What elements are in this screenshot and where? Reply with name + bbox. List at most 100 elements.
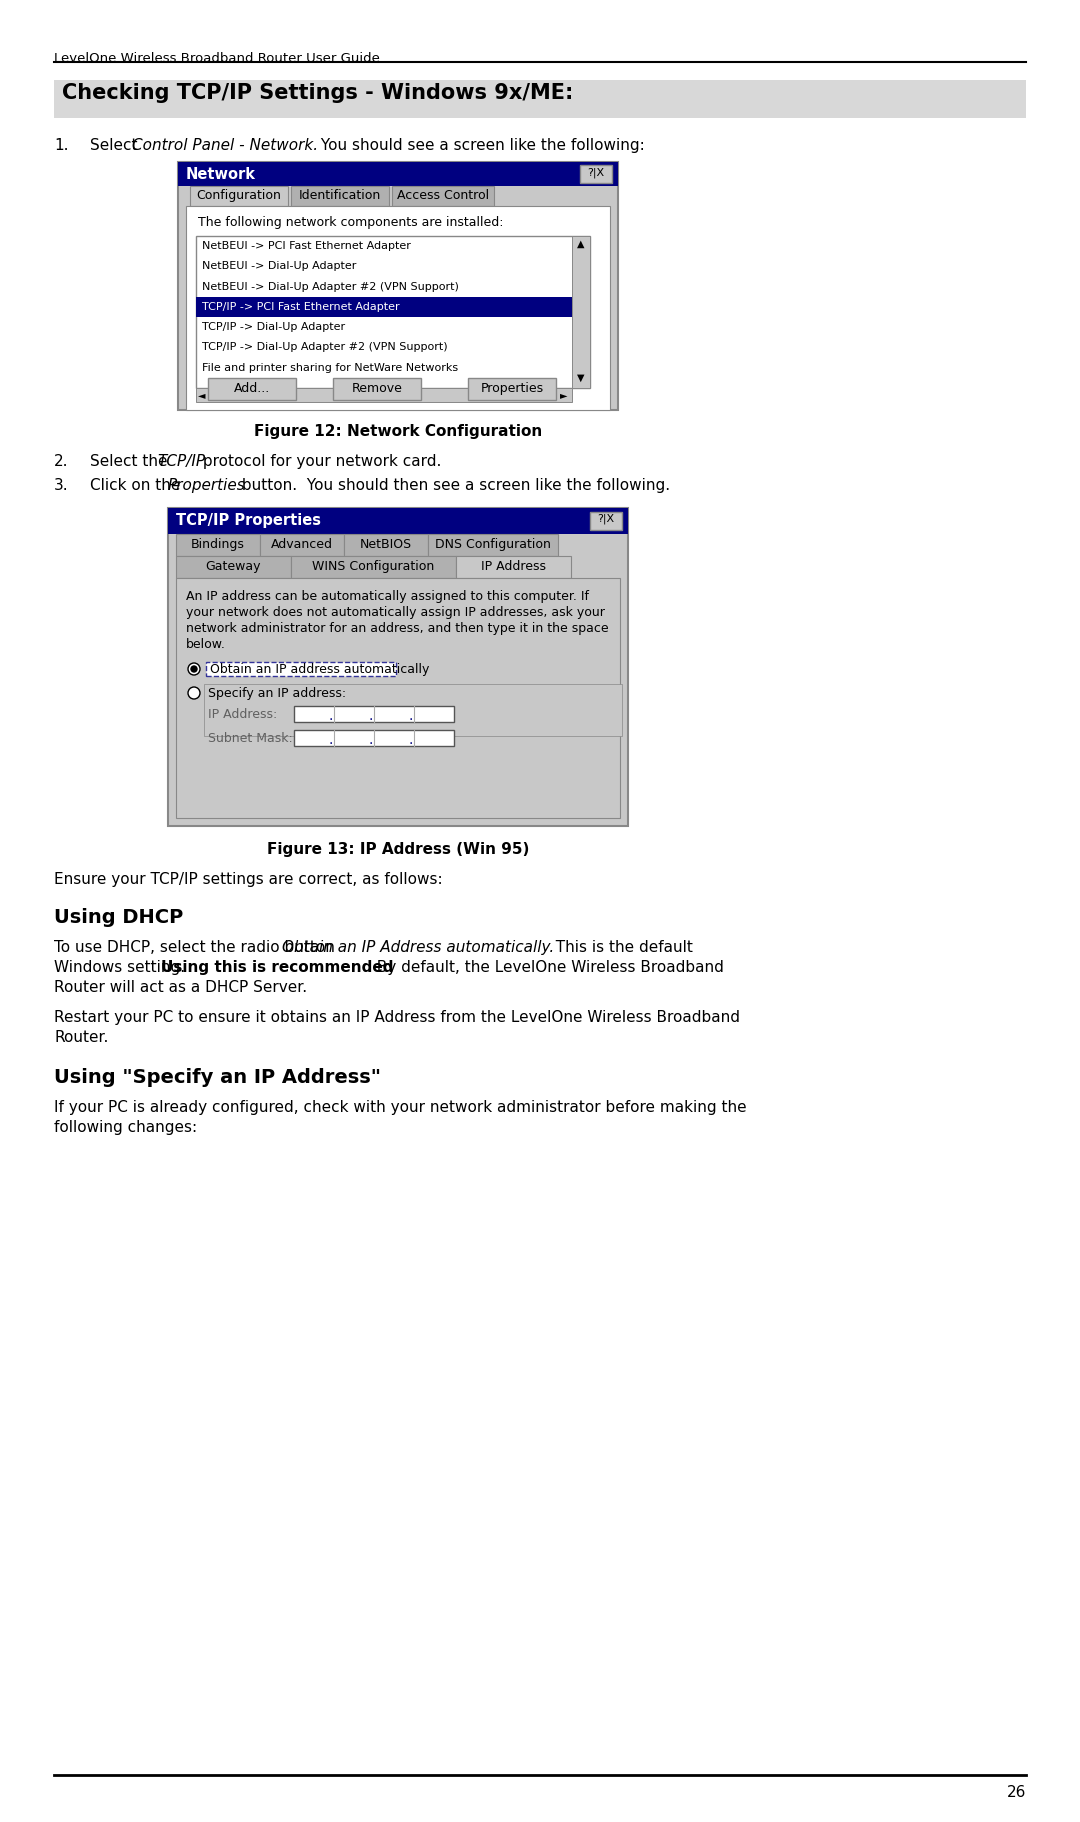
- FancyBboxPatch shape: [580, 166, 612, 182]
- Text: TCP/IP -> Dial-Up Adapter #2 (VPN Support): TCP/IP -> Dial-Up Adapter #2 (VPN Suppor…: [202, 343, 447, 352]
- FancyBboxPatch shape: [176, 578, 620, 818]
- Text: TCP/IP: TCP/IP: [157, 454, 205, 468]
- Text: your network does not automatically assign IP addresses, ask your: your network does not automatically assi…: [186, 607, 605, 619]
- Text: .: .: [409, 709, 414, 723]
- FancyBboxPatch shape: [590, 512, 622, 530]
- FancyBboxPatch shape: [178, 162, 618, 410]
- FancyBboxPatch shape: [204, 683, 622, 736]
- FancyBboxPatch shape: [291, 556, 456, 578]
- Text: ?|X: ?|X: [588, 168, 605, 177]
- Text: NetBEUI -> PCI Fast Ethernet Adapter: NetBEUI -> PCI Fast Ethernet Adapter: [202, 241, 410, 251]
- Text: Click on the: Click on the: [90, 477, 186, 494]
- FancyBboxPatch shape: [190, 186, 288, 206]
- Text: Router will act as a DHCP Server.: Router will act as a DHCP Server.: [54, 980, 307, 995]
- Text: This is the default: This is the default: [546, 940, 693, 955]
- Text: ►: ►: [561, 390, 567, 401]
- FancyBboxPatch shape: [294, 731, 454, 745]
- Text: NetBIOS: NetBIOS: [360, 537, 413, 550]
- Text: protocol for your network card.: protocol for your network card.: [198, 454, 442, 468]
- Text: Ensure your TCP/IP settings are correct, as follows:: Ensure your TCP/IP settings are correct,…: [54, 873, 443, 887]
- Text: Figure 13: IP Address (Win 95): Figure 13: IP Address (Win 95): [267, 842, 529, 856]
- FancyBboxPatch shape: [333, 377, 421, 401]
- Text: DNS Configuration: DNS Configuration: [435, 537, 551, 550]
- Text: 1.: 1.: [54, 138, 68, 153]
- Text: TCP/IP Properties: TCP/IP Properties: [176, 514, 321, 528]
- Text: Checking TCP/IP Settings - Windows 9x/ME:: Checking TCP/IP Settings - Windows 9x/ME…: [62, 84, 573, 104]
- FancyBboxPatch shape: [428, 534, 558, 556]
- FancyBboxPatch shape: [345, 534, 428, 556]
- Circle shape: [188, 687, 200, 700]
- Text: TCP/IP -> PCI Fast Ethernet Adapter: TCP/IP -> PCI Fast Ethernet Adapter: [202, 302, 400, 312]
- Text: Using DHCP: Using DHCP: [54, 907, 184, 927]
- Text: ◄: ◄: [198, 390, 205, 401]
- Text: Windows setting.: Windows setting.: [54, 960, 190, 975]
- Text: Figure 12: Network Configuration: Figure 12: Network Configuration: [254, 425, 542, 439]
- FancyBboxPatch shape: [208, 377, 296, 401]
- Text: Remove: Remove: [352, 383, 403, 395]
- FancyBboxPatch shape: [195, 297, 572, 317]
- Text: Subnet Mask:: Subnet Mask:: [208, 732, 293, 745]
- FancyBboxPatch shape: [392, 186, 494, 206]
- Text: If your PC is already configured, check with your network administrator before m: If your PC is already configured, check …: [54, 1100, 746, 1115]
- FancyBboxPatch shape: [195, 388, 572, 403]
- Text: Using this is recommended: Using this is recommended: [161, 960, 393, 975]
- Text: ▲: ▲: [577, 239, 584, 250]
- Text: 26: 26: [1007, 1786, 1026, 1800]
- FancyBboxPatch shape: [195, 237, 590, 388]
- Text: WINS Configuration: WINS Configuration: [312, 559, 434, 572]
- FancyBboxPatch shape: [176, 534, 260, 556]
- Text: Properties: Properties: [481, 383, 543, 395]
- Text: Select the: Select the: [90, 454, 173, 468]
- Text: button.  You should then see a screen like the following.: button. You should then see a screen lik…: [237, 477, 670, 494]
- Text: following changes:: following changes:: [54, 1121, 198, 1135]
- Text: NetBEUI -> Dial-Up Adapter #2 (VPN Support): NetBEUI -> Dial-Up Adapter #2 (VPN Suppo…: [202, 282, 459, 292]
- Circle shape: [191, 667, 197, 672]
- Text: .: .: [369, 709, 374, 723]
- Text: Add...: Add...: [234, 383, 270, 395]
- Text: .: .: [329, 709, 334, 723]
- Text: File and printer sharing for NetWare Networks: File and printer sharing for NetWare Net…: [202, 363, 458, 374]
- FancyBboxPatch shape: [176, 556, 291, 578]
- Text: Control Panel - Network.: Control Panel - Network.: [132, 138, 319, 153]
- FancyBboxPatch shape: [186, 206, 610, 410]
- Text: ▼: ▼: [577, 374, 584, 383]
- FancyBboxPatch shape: [178, 162, 618, 186]
- Text: Obtain an IP Address automatically.: Obtain an IP Address automatically.: [282, 940, 554, 955]
- Text: .: .: [369, 732, 374, 747]
- Text: Identification: Identification: [299, 189, 381, 202]
- FancyBboxPatch shape: [168, 508, 627, 534]
- Text: IP Address: IP Address: [481, 559, 546, 572]
- FancyBboxPatch shape: [468, 377, 556, 401]
- Text: Access Control: Access Control: [397, 189, 489, 202]
- Text: Restart your PC to ensure it obtains an IP Address from the LevelOne Wireless Br: Restart your PC to ensure it obtains an …: [54, 1009, 740, 1026]
- Text: Gateway: Gateway: [206, 559, 261, 572]
- Text: Network: Network: [186, 168, 256, 182]
- Text: Advanced: Advanced: [271, 537, 333, 550]
- Text: network administrator for an address, and then type it in the space: network administrator for an address, an…: [186, 621, 609, 636]
- Text: Router.: Router.: [54, 1029, 108, 1046]
- Text: An IP address can be automatically assigned to this computer. If: An IP address can be automatically assig…: [186, 590, 589, 603]
- FancyBboxPatch shape: [260, 534, 345, 556]
- FancyBboxPatch shape: [291, 186, 389, 206]
- Text: .: .: [409, 732, 414, 747]
- FancyBboxPatch shape: [456, 556, 571, 578]
- FancyBboxPatch shape: [168, 508, 627, 825]
- Text: NetBEUI -> Dial-Up Adapter: NetBEUI -> Dial-Up Adapter: [202, 261, 356, 271]
- Text: You should see a screen like the following:: You should see a screen like the followi…: [316, 138, 645, 153]
- Text: Configuration: Configuration: [197, 189, 282, 202]
- FancyBboxPatch shape: [294, 705, 454, 722]
- Text: Obtain an IP address automatically: Obtain an IP address automatically: [210, 663, 430, 676]
- Text: Properties: Properties: [168, 477, 246, 494]
- Text: The following network components are installed:: The following network components are ins…: [198, 217, 503, 230]
- Text: below.: below.: [186, 638, 226, 650]
- Text: IP Address:: IP Address:: [208, 709, 278, 722]
- Text: 3.: 3.: [54, 477, 69, 494]
- Text: .: .: [329, 732, 334, 747]
- Circle shape: [188, 663, 200, 674]
- Text: LevelOne Wireless Broadband Router User Guide: LevelOne Wireless Broadband Router User …: [54, 53, 380, 66]
- Text: Specify an IP address:: Specify an IP address:: [208, 687, 346, 700]
- FancyBboxPatch shape: [54, 80, 1026, 118]
- Text: Bindings: Bindings: [191, 537, 245, 550]
- Text: TCP/IP -> Dial-Up Adapter: TCP/IP -> Dial-Up Adapter: [202, 322, 346, 332]
- FancyBboxPatch shape: [206, 661, 396, 676]
